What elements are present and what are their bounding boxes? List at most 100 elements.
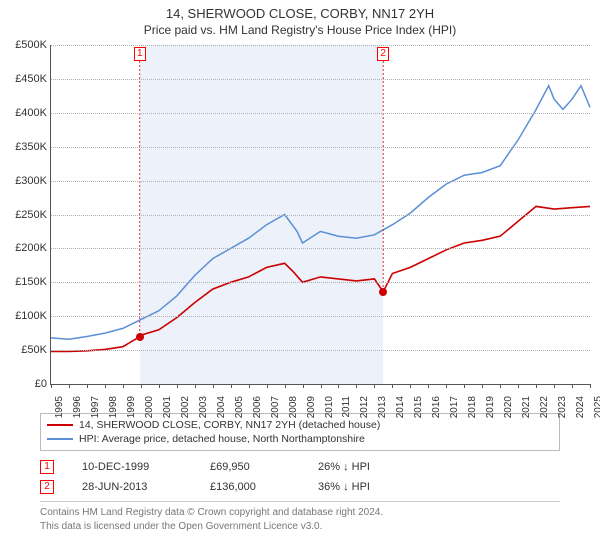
x-tick: [392, 384, 393, 388]
x-tick: [410, 384, 411, 388]
grid-line: [51, 282, 590, 283]
legend-item: 14, SHERWOOD CLOSE, CORBY, NN17 2YH (det…: [47, 418, 553, 432]
x-tick: [231, 384, 232, 388]
transaction-marker-box: 2: [377, 47, 389, 61]
x-tick: [554, 384, 555, 388]
x-tick: [87, 384, 88, 388]
x-tick: [356, 384, 357, 388]
page-subtitle: Price paid vs. HM Land Registry's House …: [0, 21, 600, 45]
plot-area: £0£50K£100K£150K£200K£250K£300K£350K£400…: [50, 45, 590, 385]
grid-line: [51, 113, 590, 114]
transaction-marker-box: 1: [134, 47, 146, 61]
legend-swatch: [47, 438, 73, 440]
transaction-delta: 26% ↓ HPI: [318, 461, 370, 473]
x-axis-label: 2001: [162, 396, 173, 418]
legend-label: 14, SHERWOOD CLOSE, CORBY, NN17 2YH (det…: [79, 419, 380, 431]
x-axis-label: 2015: [413, 396, 424, 418]
x-axis-label: 2012: [359, 396, 370, 418]
grid-line: [51, 215, 590, 216]
x-tick: [213, 384, 214, 388]
x-tick: [500, 384, 501, 388]
y-axis-label: £0: [3, 378, 47, 390]
x-tick: [446, 384, 447, 388]
x-axis-label: 2010: [324, 396, 335, 418]
x-axis-label: 2005: [234, 396, 245, 418]
x-tick: [572, 384, 573, 388]
x-axis-label: 2017: [449, 396, 460, 418]
y-axis-label: £300K: [3, 175, 47, 187]
x-tick: [536, 384, 537, 388]
x-axis-label: 2019: [485, 396, 496, 418]
x-axis-label: 1999: [126, 396, 137, 418]
legend-swatch: [47, 424, 73, 426]
footer-line-1: Contains HM Land Registry data © Crown c…: [40, 506, 560, 520]
x-tick: [105, 384, 106, 388]
x-tick: [590, 384, 591, 388]
x-tick: [51, 384, 52, 388]
x-tick: [518, 384, 519, 388]
x-axis-label: 2023: [557, 396, 568, 418]
grid-line: [51, 147, 590, 148]
x-axis-label: 2016: [431, 396, 442, 418]
transaction-row: 1 10-DEC-1999 £69,950 26% ↓ HPI: [40, 457, 560, 477]
legend-label: HPI: Average price, detached house, Nort…: [79, 433, 365, 445]
x-axis-label: 2003: [198, 396, 209, 418]
grid-line: [51, 79, 590, 80]
y-axis-label: £250K: [3, 209, 47, 221]
footer: Contains HM Land Registry data © Crown c…: [40, 501, 560, 533]
x-tick: [285, 384, 286, 388]
x-axis-label: 2009: [306, 396, 317, 418]
transaction-marker-dot: [136, 333, 144, 341]
grid-line: [51, 316, 590, 317]
x-tick: [141, 384, 142, 388]
x-tick: [159, 384, 160, 388]
x-axis-label: 2014: [395, 396, 406, 418]
page-title: 14, SHERWOOD CLOSE, CORBY, NN17 2YH: [0, 0, 600, 21]
x-axis-label: 1998: [108, 396, 119, 418]
y-axis-label: £400K: [3, 107, 47, 119]
grid-line: [51, 45, 590, 46]
y-axis-label: £200K: [3, 242, 47, 254]
x-tick: [428, 384, 429, 388]
x-tick: [69, 384, 70, 388]
y-axis-label: £450K: [3, 73, 47, 85]
transaction-date: 10-DEC-1999: [82, 461, 182, 473]
transaction-marker-dot: [379, 288, 387, 296]
x-axis-label: 1995: [54, 396, 65, 418]
x-axis-label: 2007: [270, 396, 281, 418]
transaction-price: £136,000: [210, 481, 290, 493]
chart: £0£50K£100K£150K£200K£250K£300K£350K£400…: [50, 45, 590, 405]
x-axis-label: 2011: [341, 396, 352, 418]
x-tick: [177, 384, 178, 388]
transaction-index-box: 2: [40, 480, 54, 494]
x-axis-label: 2002: [180, 396, 191, 418]
x-tick: [303, 384, 304, 388]
x-axis-label: 1997: [90, 396, 101, 418]
y-axis-label: £100K: [3, 310, 47, 322]
y-axis-label: £350K: [3, 141, 47, 153]
y-axis-label: £50K: [3, 344, 47, 356]
x-axis-label: 2021: [521, 396, 532, 418]
y-axis-label: £500K: [3, 39, 47, 51]
x-tick: [195, 384, 196, 388]
x-axis-label: 1996: [72, 396, 83, 418]
transaction-price: £69,950: [210, 461, 290, 473]
x-axis-label: 2022: [539, 396, 550, 418]
x-axis-label: 2018: [467, 396, 478, 418]
x-tick: [267, 384, 268, 388]
x-axis-label: 2020: [503, 396, 514, 418]
grid-line: [51, 248, 590, 249]
x-tick: [374, 384, 375, 388]
grid-line: [51, 350, 590, 351]
transaction-delta: 36% ↓ HPI: [318, 481, 370, 493]
x-axis-label: 2024: [575, 396, 586, 418]
x-tick: [249, 384, 250, 388]
x-tick: [321, 384, 322, 388]
x-axis-label: 2008: [288, 396, 299, 418]
series-property: [51, 206, 590, 351]
y-axis-label: £150K: [3, 276, 47, 288]
x-axis-label: 2000: [144, 396, 155, 418]
transaction-index-box: 1: [40, 460, 54, 474]
transactions-table: 110-DEC-1999£69,95026% ↓ HPI228-JUN-2013…: [40, 457, 560, 497]
legend-item: HPI: Average price, detached house, Nort…: [47, 432, 553, 446]
